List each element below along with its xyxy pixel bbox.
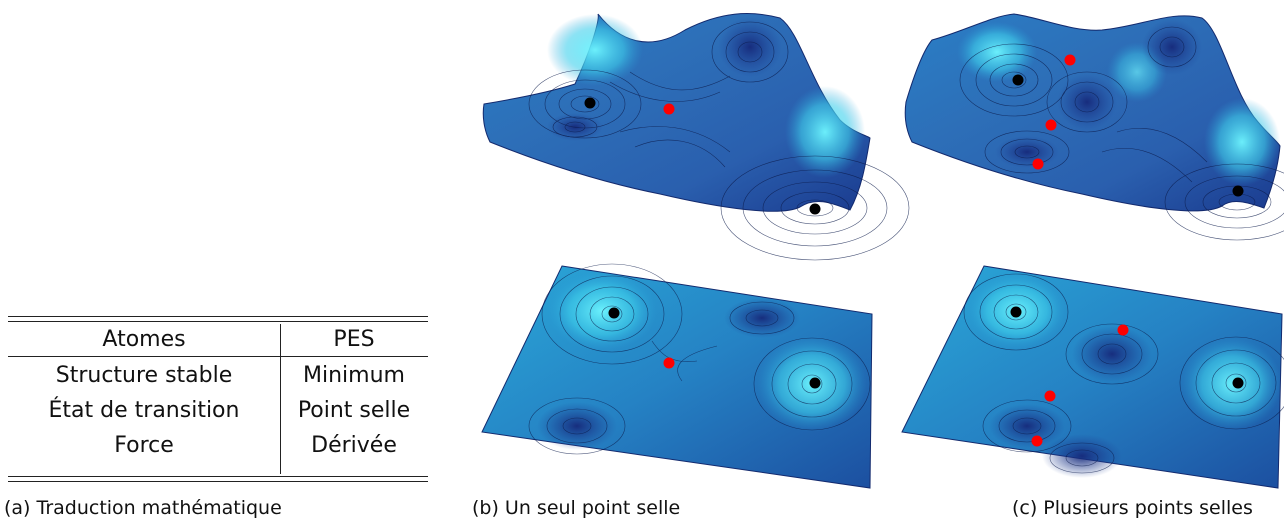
- table-header-row: Atomes PES: [8, 325, 428, 355]
- cell-pes-term: Point selle: [297, 398, 411, 423]
- minimum-marker: [1012, 74, 1024, 86]
- minimum-marker: [1232, 377, 1244, 389]
- saddle-marker: [1045, 119, 1057, 131]
- minimum-marker: [1232, 185, 1244, 197]
- minimum-marker: [1010, 306, 1022, 318]
- table-row: Structure stable Minimum: [8, 361, 428, 391]
- caption-a: (a) Traduction mathématique: [4, 497, 282, 519]
- surface-3d-single-saddle: [482, 13, 910, 261]
- table-header-rule: [8, 356, 428, 358]
- table-row: État de transition Point selle: [8, 396, 428, 426]
- table-bottom-rule: [8, 476, 428, 478]
- saddle-marker: [663, 103, 675, 115]
- table-top-rule: [8, 316, 428, 318]
- table-column-divider: [280, 324, 282, 474]
- minimum-marker: [584, 97, 596, 109]
- caption-c: (c) Plusieurs points selles: [1012, 497, 1253, 519]
- cell-atom-term: Force: [114, 433, 174, 458]
- minimum-marker: [809, 203, 821, 215]
- surface-3d-multiple-saddles: [904, 13, 1284, 241]
- cell-atom-term: Structure stable: [55, 363, 233, 388]
- minimum-marker: [809, 377, 821, 389]
- saddle-marker: [1044, 390, 1056, 402]
- contour-map-single-saddle: [481, 263, 873, 489]
- saddle-marker: [1064, 54, 1076, 66]
- header-atomes: Atomes: [102, 327, 186, 352]
- cell-pes-term: Dérivée: [311, 433, 397, 458]
- saddle-marker: [1031, 435, 1043, 447]
- saddle-marker: [1117, 324, 1129, 336]
- caption-b: (b) Un seul point selle: [472, 497, 681, 519]
- table-row: Force Dérivée: [8, 431, 428, 461]
- header-pes: PES: [333, 327, 375, 352]
- contour-map-multiple-saddles: [901, 265, 1284, 489]
- cell-atom-term: État de transition: [48, 398, 240, 423]
- saddle-marker: [1032, 158, 1044, 170]
- table-top-rule-2: [8, 321, 428, 323]
- minimum-marker: [608, 307, 620, 319]
- table-bottom-rule-2: [8, 481, 428, 483]
- saddle-marker: [663, 357, 675, 369]
- cell-pes-term: Minimum: [303, 363, 405, 388]
